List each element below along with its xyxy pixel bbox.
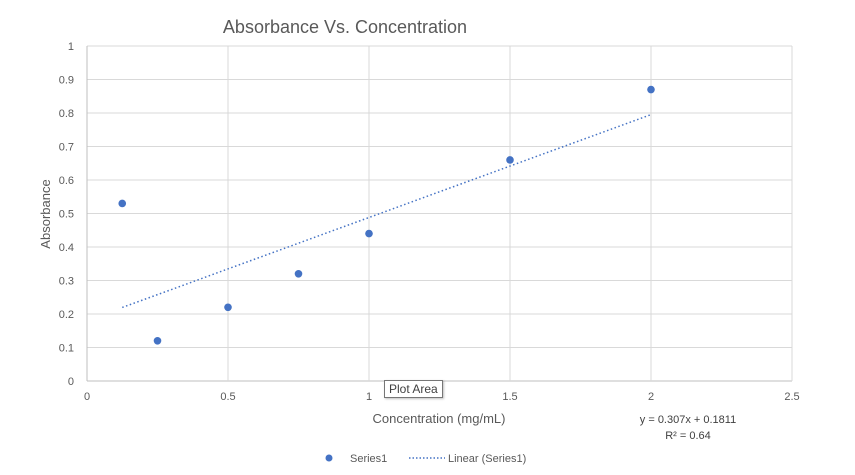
trendline-r-squared: R² = 0.64 [665,430,711,442]
data-point[interactable] [153,337,162,345]
y-tick-labels: 0 0.1 0.2 0.3 0.4 0.5 0.6 0.7 0.8 0.9 1 [59,41,74,388]
plot-area[interactable] [87,46,792,381]
y-tick-label: 0.1 [59,343,74,355]
x-tick-label: 1 [366,391,372,403]
y-tick-label: 0.4 [59,242,74,254]
x-tick-label: 2 [648,391,654,403]
data-point[interactable] [365,229,373,238]
legend-series1-label: Series1 [350,453,387,465]
y-tick-label: 0.6 [59,175,74,187]
x-tick-label: 2.5 [784,391,799,403]
data-point[interactable] [224,303,232,312]
data-point[interactable] [506,156,514,164]
x-tick-label: 0 [84,391,90,403]
chart-title: Absorbance Vs. Concentration [223,17,467,37]
y-axis-title: Absorbance [38,179,53,248]
x-tick-label: 0.5 [220,391,235,403]
y-tick-label: 0.5 [59,209,74,221]
trendline[interactable] [121,113,652,309]
y-tick-label: 0.7 [59,142,74,154]
data-point[interactable] [118,199,127,208]
y-tick-label: 0.2 [59,309,74,321]
y-tick-label: 0.9 [59,75,74,87]
gridlines [86,45,793,382]
y-tick-label: 0 [68,376,74,388]
trendline-equation: y = 0.307x + 0.1811 [640,414,736,426]
legend-trendline-label: Linear (Series1) [448,453,526,465]
data-point[interactable] [647,85,655,94]
x-tick-labels: 0 0.5 1 1.5 2 2.5 [84,391,800,403]
legend-series1-marker [325,454,333,462]
plot-area-tooltip: Plot Area [384,380,443,398]
x-axis-title: Concentration (mg/mL) [373,411,506,426]
x-tick-label: 1.5 [502,391,517,403]
y-tick-label: 0.3 [59,276,74,288]
y-tick-label: 0.8 [59,108,74,120]
series1-points [118,85,655,345]
data-point[interactable] [294,270,303,278]
legend[interactable]: Series1 Linear (Series1) [325,453,527,465]
y-tick-label: 1 [68,41,74,53]
